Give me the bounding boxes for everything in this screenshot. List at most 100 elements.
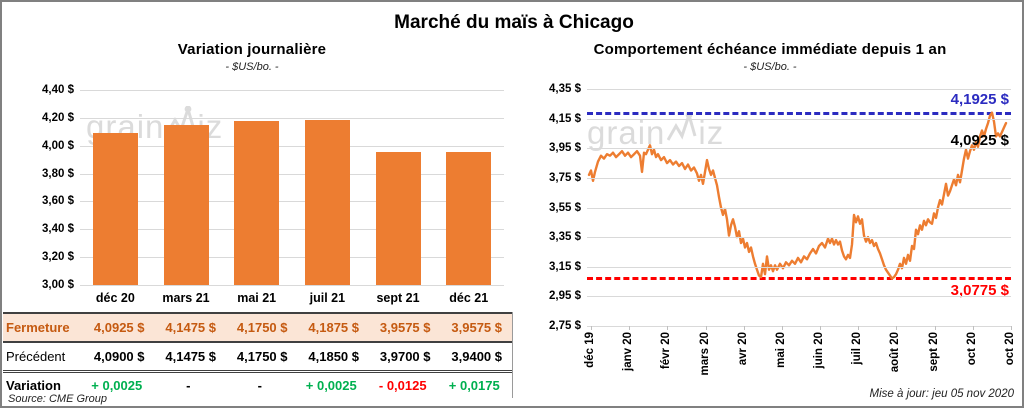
gridline: [80, 117, 504, 119]
axis-tick: [781, 326, 783, 330]
bar-mai 21: [234, 121, 280, 285]
x-tick-label: avr 20: [736, 332, 749, 366]
y-tick-label: 4,40 $: [42, 84, 74, 96]
y-tick-label: 3,35 $: [549, 231, 581, 244]
cell-variation-déc 20: + 0,0025: [91, 378, 143, 393]
x-tick-label: sept 20: [927, 332, 940, 372]
x-tick-label: déc 20: [95, 291, 135, 305]
bar-déc 20: [92, 132, 138, 285]
x-tick-label: janv 20: [622, 332, 635, 371]
gridline: [80, 145, 504, 147]
row-label: Variation: [6, 378, 61, 393]
y-tick-label: 4,15 $: [549, 112, 581, 125]
bar-sept 21: [375, 151, 421, 285]
left-chart-title: Variation journalière: [177, 41, 327, 58]
cell-précédent-mai 21: 4,1750 $: [236, 349, 288, 364]
x-tick-label: mai 20: [774, 332, 787, 368]
x-tick-label: mars 21: [162, 291, 210, 305]
gridline: [587, 296, 1011, 298]
x-tick-label: mai 21: [237, 291, 277, 305]
y-tick-label: 3,80 $: [42, 167, 74, 180]
gridline: [80, 90, 504, 91]
gridline: [80, 201, 504, 203]
price-table: Fermeture 4,0925 $ 4,1475 $ 4,1750 $ 4,1875 …: [3, 312, 513, 398]
page-title: Marché du maïs à Chicago: [394, 12, 634, 33]
price-line-chart: [587, 111, 1008, 280]
cell-fermeture-mai 21: 4,1750 $: [236, 320, 288, 335]
gridline: [587, 207, 1011, 209]
line-chart-plot: grain iz 4,1925 $ 4,0925 $ 3,0775 $: [587, 89, 1011, 327]
one-year-behavior-panel: Comportement échéance immédiate depuis 1…: [514, 2, 1024, 410]
y-tick-label: 3,20 $: [42, 251, 74, 264]
source-note: Source: CME Group: [8, 393, 108, 405]
axis-tick: [1011, 326, 1012, 330]
bar-chart-plot: grain iz: [80, 90, 504, 286]
gridline: [80, 229, 504, 231]
left-y-axis: 4,40 $ 4,20 $ 4,00 $ 3,80 $ 3,60 $ 3,40 $ 3,20…: [16, 84, 74, 291]
cell-fermeture-sept 21: 3,9575 $: [379, 320, 431, 335]
gridline: [587, 177, 1011, 179]
price-line: [587, 111, 1008, 280]
axis-tick: [743, 326, 745, 330]
y-tick-label: 4,20 $: [42, 111, 74, 124]
y-tick-label: 3,60 $: [42, 195, 74, 208]
y-tick-label: 3,15 $: [549, 260, 581, 273]
gridline: [80, 173, 504, 175]
cell-précédent-sept 21: 3,9700 $: [379, 349, 431, 364]
x-tick-label: août 20: [889, 332, 902, 373]
last-price-label: 4,0925 $: [950, 132, 1009, 150]
gridline: [80, 257, 504, 259]
row-label: Précédent: [6, 349, 66, 364]
y-tick-label: 2,75 $: [549, 320, 581, 332]
left-chart-subtitle: - $US/bo. -: [225, 61, 279, 73]
year-low-dashed-line: [587, 277, 1011, 281]
axis-tick: [896, 326, 898, 330]
left-x-axis: déc 20 mars 21 mai 21 juil 21 sept 21 déc 21: [80, 291, 504, 305]
cell-variation-déc 21: + 0,0175: [448, 378, 500, 393]
y-tick-label: 3,55 $: [549, 201, 581, 214]
gridline: [80, 285, 504, 286]
y-tick-label: 3,00 $: [42, 279, 74, 291]
table-row-fermeture: Fermeture 4,0925 $ 4,1475 $ 4,1750 $ 4,1875 …: [3, 312, 512, 343]
x-tick-label: juil 20: [851, 332, 864, 365]
year-high-label: 4,1925 $: [950, 91, 1009, 109]
y-tick-label: 4,00 $: [42, 139, 74, 152]
y-tick-label: 3,95 $: [549, 142, 581, 155]
axis-tick: [705, 326, 707, 330]
x-tick-label: déc 19: [584, 332, 596, 368]
x-tick-label: mars 20: [698, 332, 711, 376]
x-tick-label: oct 20: [1004, 332, 1016, 366]
x-tick-label: juil 21: [309, 291, 346, 305]
cell-fermeture-mars 21: 4,1475 $: [165, 320, 216, 335]
x-tick-label: sept 21: [376, 291, 420, 305]
axis-tick: [667, 326, 669, 330]
gridline: [587, 266, 1011, 268]
axis-tick: [972, 326, 974, 330]
cell-fermeture-déc 20: 4,0925 $: [93, 320, 145, 335]
cell-fermeture-déc 21: 3,9575 $: [451, 320, 502, 335]
year-low-label: 3,0775 $: [950, 282, 1009, 300]
right-y-axis: 4,35 $ 4,15 $ 3,95 $ 3,75 $ 3,55 $ 3,35 $ 3,15…: [524, 83, 581, 332]
table-row-precedent: Précédent 4,0900 $ 4,1475 $ 4,1750 $ 4,1850 …: [3, 343, 512, 373]
cell-précédent-mars 21: 4,1475 $: [165, 349, 216, 364]
axis-tick: [820, 326, 822, 330]
x-tick-label: févr 20: [660, 332, 673, 370]
gridline: [587, 118, 1011, 120]
cell-précédent-déc 21: 3,9400 $: [451, 349, 502, 364]
y-tick-label: 4,35 $: [549, 83, 581, 95]
bar-mars 21: [163, 125, 209, 285]
daily-variation-panel: Variation journalière - $US/bo. - 4,40 $…: [2, 2, 514, 410]
axis-tick: [629, 326, 631, 330]
x-tick-label: déc 21: [449, 291, 489, 305]
gridline: [587, 148, 1011, 150]
right-chart-title: Comportement échéance immédiate depuis 1…: [593, 41, 947, 58]
axis-tick: [858, 326, 860, 330]
right-chart-subtitle: - $US/bo. -: [743, 61, 797, 73]
cell-variation-mai 21: -: [257, 378, 262, 393]
y-tick-label: 3,40 $: [42, 223, 74, 236]
table-row-variation: Variation + 0,0025 - - + 0,0025 - 0,0125 + 0,0…: [3, 373, 512, 398]
gridline: [587, 89, 1011, 90]
axis-tick: [934, 326, 936, 330]
cell-variation-sept 21: - 0,0125: [378, 378, 427, 393]
